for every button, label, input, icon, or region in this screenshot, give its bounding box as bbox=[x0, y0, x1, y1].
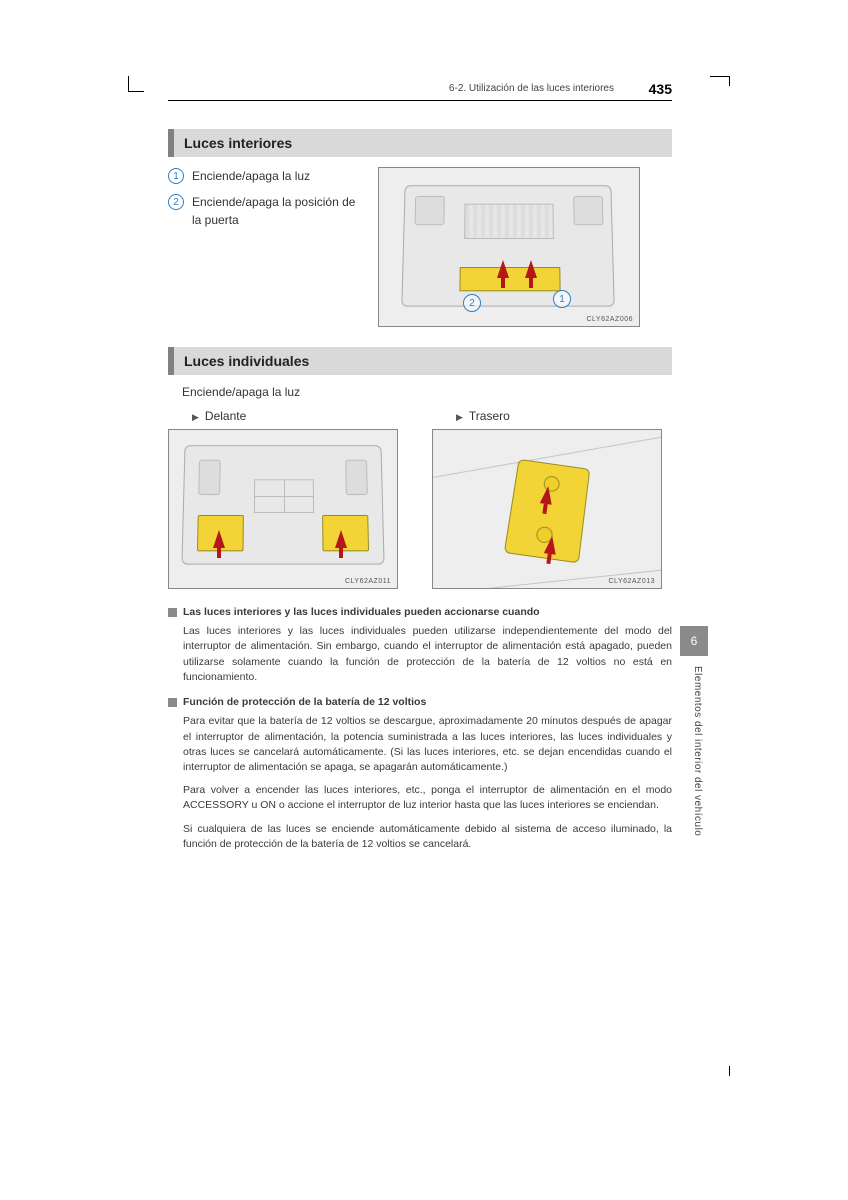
switch bbox=[198, 460, 221, 495]
image-code: CLY62AZ013 bbox=[608, 578, 655, 585]
square-bullet-icon bbox=[168, 698, 177, 707]
list-item-2: 2 Enciende/apaga la posición de la puert… bbox=[168, 193, 368, 229]
panel-grille bbox=[464, 204, 554, 239]
list-item-text: Enciende/apaga la luz bbox=[192, 167, 310, 185]
chapter-label: Elementos del interior del vehículo bbox=[692, 666, 703, 836]
center-grid bbox=[254, 479, 314, 513]
breadcrumb: 6-2. Utilización de las luces interiores bbox=[449, 83, 614, 94]
section2-row: Delante CLY62AZ011 Trasero bbox=[168, 409, 672, 589]
crop-mark bbox=[720, 1066, 730, 1076]
list-item-text: Enciende/apaga la posición de la puerta bbox=[192, 193, 368, 229]
chapter-tab: 6 bbox=[680, 626, 708, 656]
diagram-front-lights: CLY62AZ011 bbox=[168, 429, 398, 589]
arrow-icon bbox=[335, 530, 347, 548]
note-paragraph: Las luces interiores y las luces individ… bbox=[183, 624, 672, 685]
crop-mark bbox=[128, 76, 144, 92]
callout-1-icon: 1 bbox=[553, 290, 571, 308]
label-delante: Delante bbox=[168, 409, 398, 423]
section2-intro: Enciende/apaga la luz bbox=[182, 385, 672, 399]
label-trasero: Trasero bbox=[432, 409, 662, 423]
note-heading: Función de protección de la batería de 1… bbox=[168, 695, 672, 710]
console-panel-front bbox=[181, 445, 384, 564]
note-heading-text: Función de protección de la batería de 1… bbox=[183, 695, 426, 710]
note-paragraph: Para volver a encender las luces interio… bbox=[183, 783, 672, 813]
console-panel bbox=[401, 185, 614, 306]
header-rule: 6-2. Utilización de las luces interiores… bbox=[168, 100, 672, 101]
crop-mark bbox=[710, 76, 730, 86]
diagram-overhead-console: 2 1 CLY62AZ006 bbox=[378, 167, 640, 327]
panel-button bbox=[573, 196, 603, 225]
arrow-icon bbox=[525, 260, 537, 278]
note-paragraph: Para evitar que la batería de 12 voltios… bbox=[183, 714, 672, 775]
note-heading: Las luces interiores y las luces individ… bbox=[168, 605, 672, 620]
arrow-icon bbox=[497, 260, 509, 278]
front-column: Delante CLY62AZ011 bbox=[168, 409, 398, 589]
notes-block: Las luces interiores y las luces individ… bbox=[168, 605, 672, 852]
page-content: 6-2. Utilización de las luces interiores… bbox=[168, 100, 672, 860]
note-paragraph: Si cualquiera de las luces se enciende a… bbox=[183, 822, 672, 852]
list-item-1: 1 Enciende/apaga la luz bbox=[168, 167, 368, 185]
section-heading-luces-individuales: Luces individuales bbox=[168, 347, 672, 375]
highlight-area bbox=[459, 267, 560, 291]
panel-button bbox=[414, 196, 444, 225]
image-code: CLY62AZ011 bbox=[345, 578, 391, 585]
arrow-icon bbox=[213, 530, 225, 548]
arrow-icon bbox=[540, 485, 554, 504]
section-heading-luces-interiores: Luces interiores bbox=[168, 129, 672, 157]
numbered-list: 1 Enciende/apaga la luz 2 Enciende/apaga… bbox=[168, 167, 368, 327]
square-bullet-icon bbox=[168, 608, 177, 617]
section1-row: 1 Enciende/apaga la luz 2 Enciende/apaga… bbox=[168, 167, 672, 327]
circled-number-1-icon: 1 bbox=[168, 168, 184, 184]
page-number: 435 bbox=[649, 81, 672, 97]
arrow-icon bbox=[544, 535, 558, 554]
image-code: CLY62AZ006 bbox=[586, 316, 633, 323]
switch bbox=[345, 460, 368, 495]
circled-number-2-icon: 2 bbox=[168, 194, 184, 210]
diagram-rear-lights: CLY62AZ013 bbox=[432, 429, 662, 589]
note-heading-text: Las luces interiores y las luces individ… bbox=[183, 605, 540, 620]
callout-2-icon: 2 bbox=[463, 294, 481, 312]
rear-column: Trasero CLY62AZ013 bbox=[432, 409, 662, 589]
